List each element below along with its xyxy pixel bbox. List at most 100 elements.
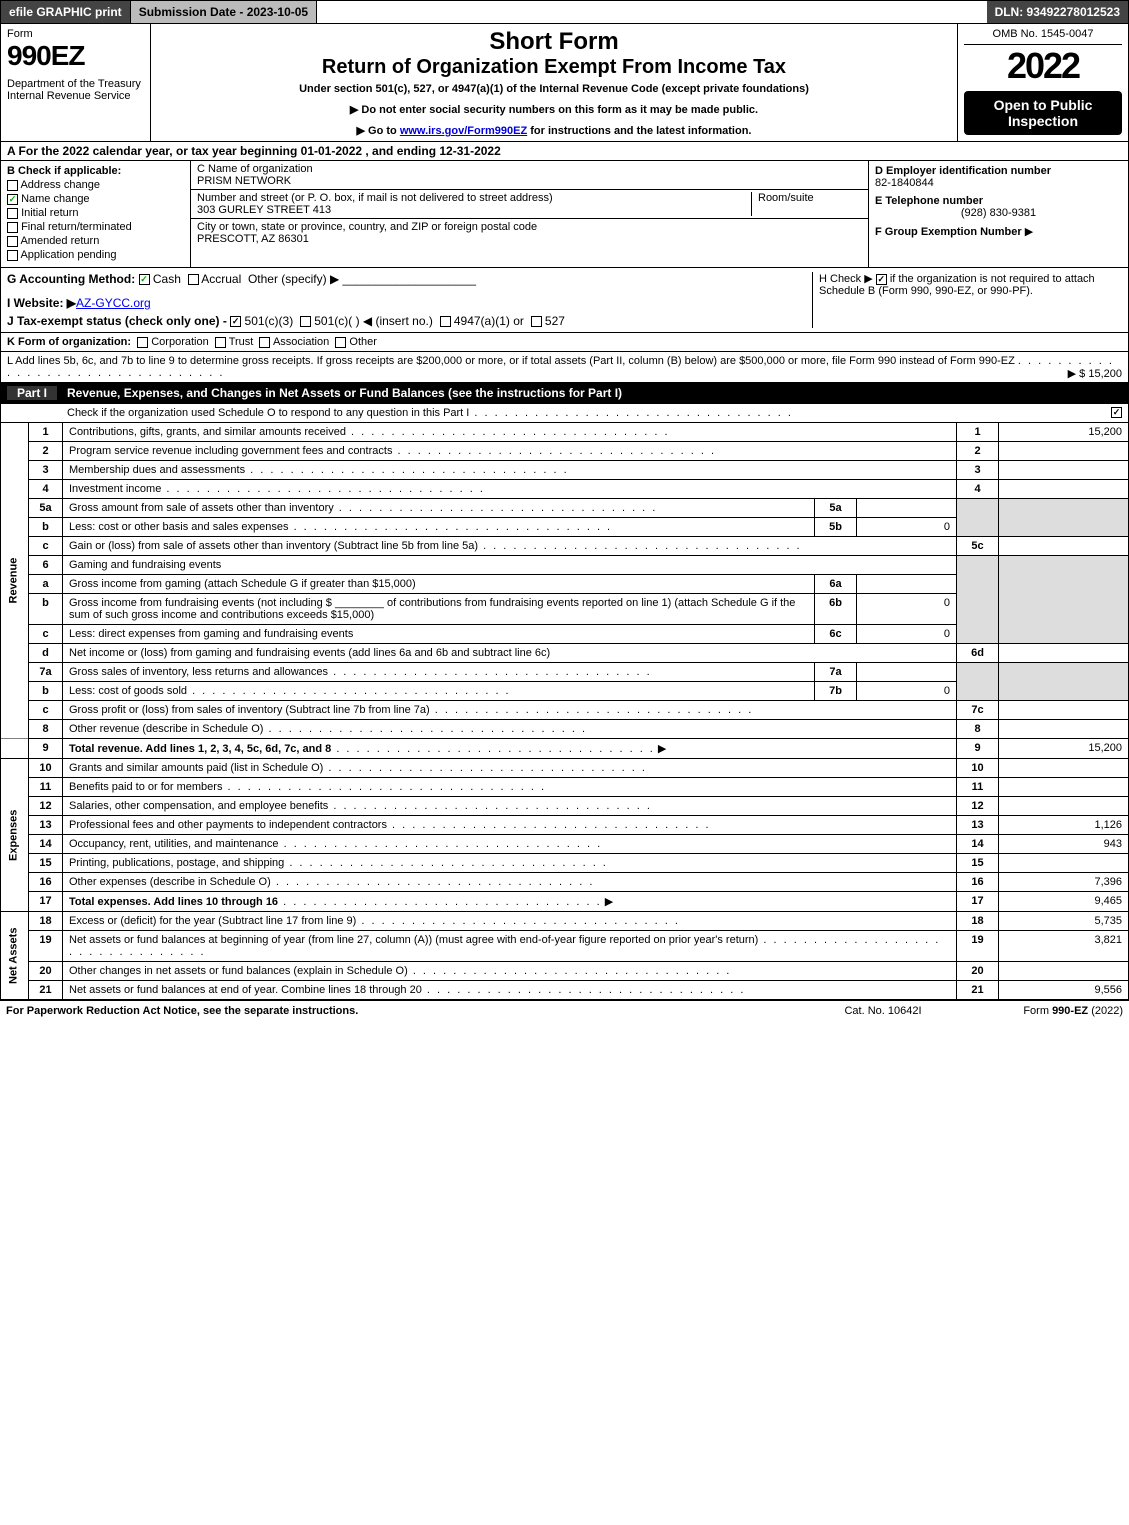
header-left: Form 990EZ Department of the Treasury In… [1, 24, 151, 141]
line-8: 8Other revenue (describe in Schedule O)8 [1, 720, 1129, 739]
line-7a: 7aGross sales of inventory, less returns… [1, 663, 1129, 682]
d-ein-value: 82-1840844 [875, 177, 1122, 189]
line-9: 9Total revenue. Add lines 1, 2, 3, 4, 5c… [1, 739, 1129, 759]
part-i-check-note: Check if the organization used Schedule … [0, 404, 1129, 423]
chk-application-pending[interactable]: Application pending [7, 249, 184, 261]
website-link[interactable]: AZ-GYCC.org [76, 296, 151, 310]
d-tel-value: (928) 830-9381 [875, 207, 1122, 219]
side-revenue: Revenue [1, 423, 29, 739]
d-group-label: F Group Exemption Number [875, 226, 1022, 238]
row-a-period: A For the 2022 calendar year, or tax yea… [0, 142, 1129, 161]
form-word: Form [7, 28, 144, 40]
d-ein-label: D Employer identification number [875, 165, 1122, 177]
c-street-cell: Number and street (or P. O. box, if mail… [191, 190, 868, 219]
row-l: L Add lines 5b, 6c, and 7b to line 9 to … [0, 352, 1129, 383]
goto-post: for instructions and the latest informat… [527, 125, 751, 137]
goto-pre: ▶ Go to [357, 125, 400, 137]
chk-527[interactable] [531, 316, 542, 327]
submission-date: Submission Date - 2023-10-05 [131, 1, 317, 23]
d-group-arrow: ▶ [1025, 226, 1033, 238]
form-number: 990EZ [7, 40, 144, 72]
short-form-title: Short Form [157, 28, 951, 56]
chk-amended-return[interactable]: Amended return [7, 235, 184, 247]
section-bcd: B Check if applicable: Address change Na… [0, 161, 1129, 268]
c-room-label: Room/suite [752, 192, 862, 216]
line-11: 11Benefits paid to or for members11 [1, 778, 1129, 797]
l-amount: ▶ $ 15,200 [1068, 367, 1122, 380]
chk-h[interactable] [876, 274, 887, 285]
line-2: 2Program service revenue including gover… [1, 442, 1129, 461]
line-14: 14Occupancy, rent, utilities, and mainte… [1, 835, 1129, 854]
chk-other-org[interactable] [335, 337, 346, 348]
line-12: 12Salaries, other compensation, and empl… [1, 797, 1129, 816]
chk-assoc[interactable] [259, 337, 270, 348]
line-5c: cGain or (loss) from sale of assets othe… [1, 537, 1129, 556]
chk-schedule-o[interactable] [1111, 407, 1122, 418]
chk-address-change[interactable]: Address change [7, 179, 184, 191]
topbar-spacer [317, 1, 986, 23]
col-c: C Name of organization PRISM NETWORK Num… [191, 161, 868, 267]
d-tel-label: E Telephone number [875, 195, 1122, 207]
line-6d: dNet income or (loss) from gaming and fu… [1, 644, 1129, 663]
chk-name-change[interactable]: Name change [7, 193, 184, 205]
part-i-header: Part I Revenue, Expenses, and Changes in… [0, 383, 1129, 404]
c-city-label: City or town, state or province, country… [197, 221, 862, 233]
line-3: 3Membership dues and assessments3 [1, 461, 1129, 480]
h-check: H Check ▶ if the organization is not req… [812, 272, 1122, 328]
irs-link[interactable]: www.irs.gov/Form990EZ [400, 125, 527, 137]
line-10: Expenses10Grants and similar amounts pai… [1, 759, 1129, 778]
c-name-label: C Name of organization [197, 163, 862, 175]
line-1: Revenue 1 Contributions, gifts, grants, … [1, 423, 1129, 442]
ssn-warning: ▶ Do not enter social security numbers o… [157, 103, 951, 116]
chk-accrual[interactable] [188, 274, 199, 285]
c-city-cell: City or town, state or province, country… [191, 219, 868, 247]
line-15: 15Printing, publications, postage, and s… [1, 854, 1129, 873]
tax-year: 2022 [964, 45, 1122, 87]
i-website: I Website: ▶AZ-GYCC.org [7, 296, 812, 310]
goto-line: ▶ Go to www.irs.gov/Form990EZ for instru… [157, 124, 951, 137]
b-title: Check if applicable: [18, 165, 121, 177]
col-d: D Employer identification number 82-1840… [868, 161, 1128, 267]
chk-corp[interactable] [137, 337, 148, 348]
side-expenses: Expenses [1, 759, 29, 912]
under-section: Under section 501(c), 527, or 4947(a)(1)… [157, 83, 951, 95]
dln-label: DLN: 93492278012523 [987, 1, 1128, 23]
row-k: K Form of organization: Corporation Trus… [0, 333, 1129, 352]
chk-4947[interactable] [440, 316, 451, 327]
line-5a: 5aGross amount from sale of assets other… [1, 499, 1129, 518]
open-to-public: Open to Public Inspection [964, 91, 1122, 135]
line-6: 6Gaming and fundraising events [1, 556, 1129, 575]
line-19: 19Net assets or fund balances at beginni… [1, 931, 1129, 962]
return-title: Return of Organization Exempt From Incom… [157, 56, 951, 79]
c-city-value: PRESCOTT, AZ 86301 [197, 233, 862, 245]
side-netassets: Net Assets [1, 912, 29, 1000]
part-i-title: Revenue, Expenses, and Changes in Net As… [67, 386, 622, 400]
efile-print-label[interactable]: efile GRAPHIC print [1, 1, 131, 23]
c-street-label: Number and street (or P. O. box, if mail… [197, 192, 745, 204]
chk-501c[interactable] [300, 316, 311, 327]
header-center: Short Form Return of Organization Exempt… [151, 24, 958, 141]
department-label: Department of the Treasury Internal Reve… [7, 78, 144, 102]
col-b: B Check if applicable: Address change Na… [1, 161, 191, 267]
page-footer: For Paperwork Reduction Act Notice, see … [0, 1000, 1129, 1021]
chk-initial-return[interactable]: Initial return [7, 207, 184, 219]
footer-right: Form 990-EZ (2022) [963, 1005, 1123, 1017]
footer-left: For Paperwork Reduction Act Notice, see … [6, 1005, 803, 1017]
line-20: 20Other changes in net assets or fund ba… [1, 962, 1129, 981]
chk-501c3[interactable] [230, 316, 241, 327]
form-header: Form 990EZ Department of the Treasury In… [0, 24, 1129, 142]
chk-final-return[interactable]: Final return/terminated [7, 221, 184, 233]
line-17: 17Total expenses. Add lines 10 through 1… [1, 892, 1129, 912]
part-i-table: Revenue 1 Contributions, gifts, grants, … [0, 423, 1129, 1000]
footer-cat: Cat. No. 10642I [803, 1005, 963, 1017]
line-7c: cGross profit or (loss) from sales of in… [1, 701, 1129, 720]
chk-trust[interactable] [215, 337, 226, 348]
chk-cash[interactable] [139, 274, 150, 285]
c-name-cell: C Name of organization PRISM NETWORK [191, 161, 868, 190]
omb-number: OMB No. 1545-0047 [964, 28, 1122, 45]
c-street-value: 303 GURLEY STREET 413 [197, 204, 745, 216]
header-right: OMB No. 1545-0047 2022 Open to Public In… [958, 24, 1128, 141]
line-21: 21Net assets or fund balances at end of … [1, 981, 1129, 1000]
row-g-h: G Accounting Method: Cash Accrual Other … [0, 268, 1129, 333]
line-13: 13Professional fees and other payments t… [1, 816, 1129, 835]
